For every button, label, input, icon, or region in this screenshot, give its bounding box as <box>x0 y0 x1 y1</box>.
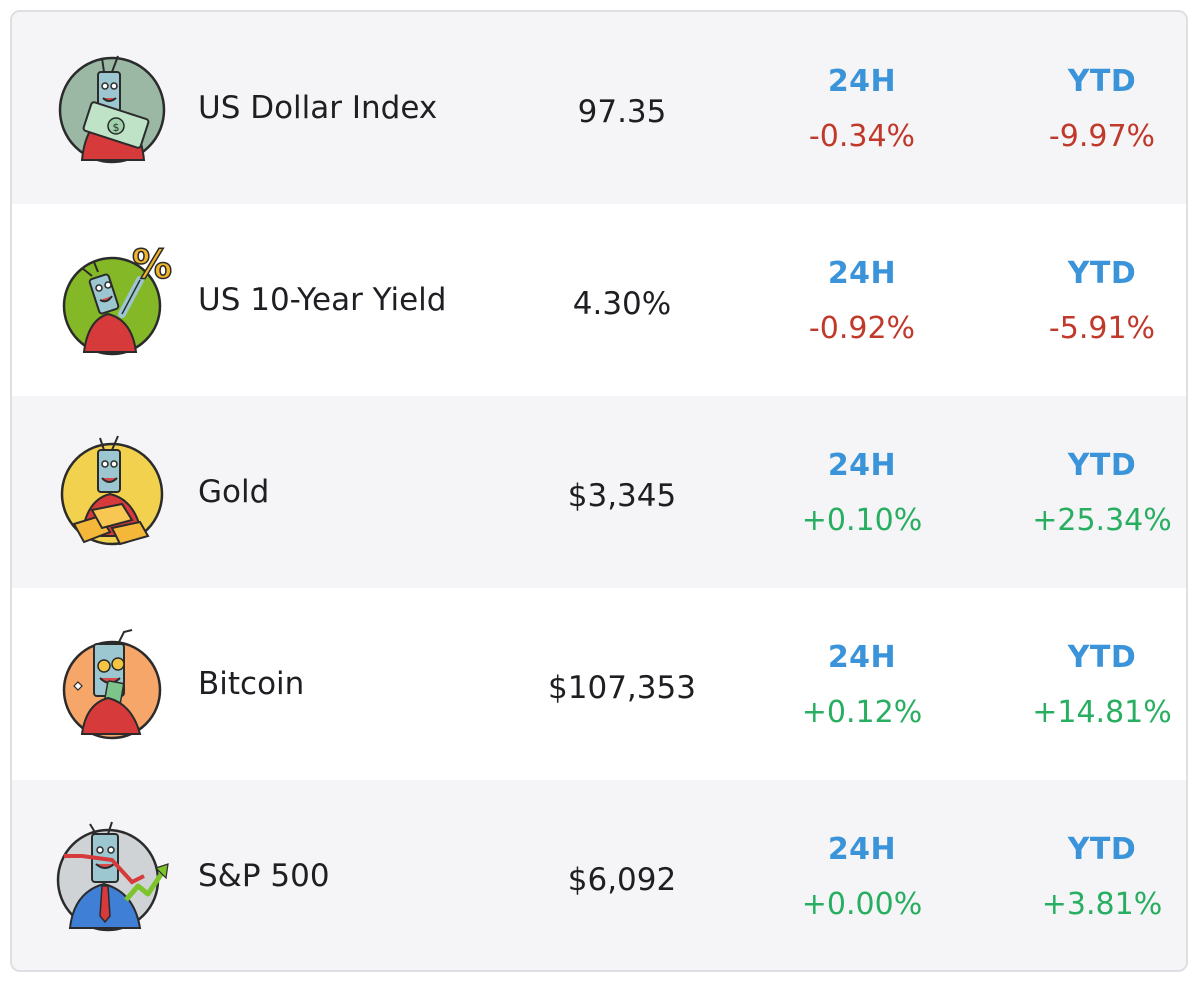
change-ytd-value: -9.97% <box>1048 119 1156 154</box>
change-ytd: YTD -5.91% <box>1007 204 1186 396</box>
svg-text:%: % <box>132 242 172 288</box>
change-24h: 24H -0.92% <box>767 204 957 396</box>
change-24h-label: 24H <box>827 640 897 675</box>
asset-name: S&P 500 <box>198 858 330 894</box>
change-ytd-value: -5.91% <box>1048 311 1156 346</box>
change-24h: 24H +0.12% <box>767 588 957 780</box>
asset-price: $3,345 <box>567 478 677 514</box>
market-row-gold[interactable]: Gold $3,345 24H +0.10% YTD +25.34% <box>12 396 1186 588</box>
change-24h-value: +0.12% <box>801 695 923 730</box>
change-24h-value: -0.92% <box>808 311 916 346</box>
market-row-us-dollar-index[interactable]: $ US Dollar Index 97.35 24H -0.34% YTD -… <box>12 12 1186 204</box>
change-ytd-label: YTD <box>1067 64 1137 99</box>
change-ytd-label: YTD <box>1067 448 1137 483</box>
svg-text:$: $ <box>113 121 120 134</box>
change-ytd-value: +14.81% <box>1032 695 1172 730</box>
change-24h: 24H +0.00% <box>767 780 957 970</box>
dollar-bill-mascot-icon: $ <box>52 48 172 168</box>
change-24h-label: 24H <box>827 64 897 99</box>
market-row-bitcoin[interactable]: Bitcoin $107,353 24H +0.12% YTD +14.81% <box>12 588 1186 780</box>
market-row-sp-500[interactable]: S&P 500 $6,092 24H +0.00% YTD +3.81% <box>12 780 1186 970</box>
change-24h: 24H -0.34% <box>767 12 957 204</box>
asset-price: 4.30% <box>572 286 672 322</box>
change-ytd-label: YTD <box>1067 832 1137 867</box>
asset-name: Gold <box>198 474 270 510</box>
asset-price: $6,092 <box>567 862 677 898</box>
change-24h-label: 24H <box>827 256 897 291</box>
change-ytd-value: +25.34% <box>1032 503 1172 538</box>
change-ytd: YTD +3.81% <box>1007 780 1186 970</box>
stock-chart-mascot-icon <box>52 816 172 936</box>
change-24h-value: +0.00% <box>801 887 923 922</box>
change-ytd: YTD +25.34% <box>1007 396 1186 588</box>
change-24h-value: -0.34% <box>808 119 916 154</box>
change-ytd-value: +3.81% <box>1041 887 1163 922</box>
change-ytd-label: YTD <box>1067 256 1137 291</box>
gold-bars-mascot-icon <box>52 432 172 552</box>
market-summary-card: $ US Dollar Index 97.35 24H -0.34% YTD -… <box>10 10 1188 972</box>
asset-name: US Dollar Index <box>198 90 438 126</box>
change-24h: 24H +0.10% <box>767 396 957 588</box>
change-24h-value: +0.10% <box>801 503 923 538</box>
change-ytd: YTD +14.81% <box>1007 588 1186 780</box>
change-24h-label: 24H <box>827 832 897 867</box>
change-ytd-label: YTD <box>1067 640 1137 675</box>
asset-name: US 10-Year Yield <box>198 282 447 318</box>
bitcoin-mascot-icon <box>52 624 172 744</box>
change-24h-label: 24H <box>827 448 897 483</box>
asset-name: Bitcoin <box>198 666 305 702</box>
market-row-us-10-year-yield[interactable]: % US 10-Year Yield 4.30% 24H -0.92% YTD … <box>12 204 1186 396</box>
asset-price: 97.35 <box>577 94 667 130</box>
percent-sign-mascot-icon: % <box>52 240 172 360</box>
asset-price: $107,353 <box>548 670 696 706</box>
change-ytd: YTD -9.97% <box>1007 12 1186 204</box>
